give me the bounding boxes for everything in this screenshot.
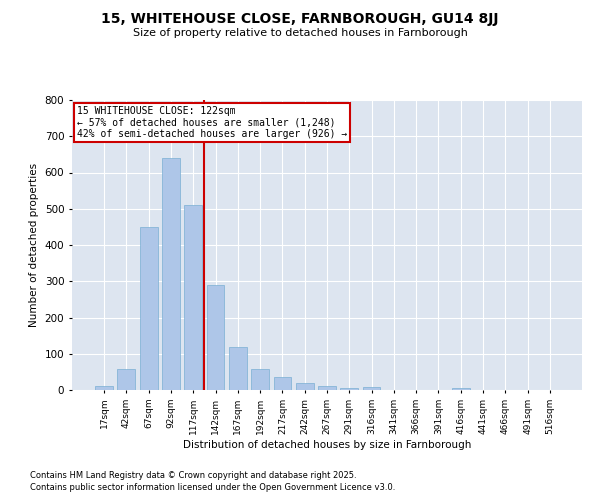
Bar [362,387,380,390]
Text: 15 WHITEHOUSE CLOSE: 122sqm
← 57% of detached houses are smaller (1,248)
42% of : 15 WHITEHOUSE CLOSE: 122sqm ← 57% of det… [77,106,347,139]
Text: Contains HM Land Registry data © Crown copyright and database right 2025.: Contains HM Land Registry data © Crown c… [30,471,356,480]
X-axis label: Distribution of detached houses by size in Farnborough: Distribution of detached houses by size … [183,440,471,450]
Bar [118,370,136,390]
Bar [274,378,292,390]
Bar [340,388,358,390]
Bar [251,370,269,390]
Bar [452,388,470,390]
Text: Contains public sector information licensed under the Open Government Licence v3: Contains public sector information licen… [30,484,395,492]
Text: Size of property relative to detached houses in Farnborough: Size of property relative to detached ho… [133,28,467,38]
Bar [184,205,202,390]
Bar [140,227,158,390]
Bar [95,386,113,390]
Bar [162,158,180,390]
Text: 15, WHITEHOUSE CLOSE, FARNBOROUGH, GU14 8JJ: 15, WHITEHOUSE CLOSE, FARNBOROUGH, GU14 … [101,12,499,26]
Bar [229,346,247,390]
Bar [206,285,224,390]
Bar [296,383,314,390]
Y-axis label: Number of detached properties: Number of detached properties [29,163,39,327]
Bar [318,386,336,390]
